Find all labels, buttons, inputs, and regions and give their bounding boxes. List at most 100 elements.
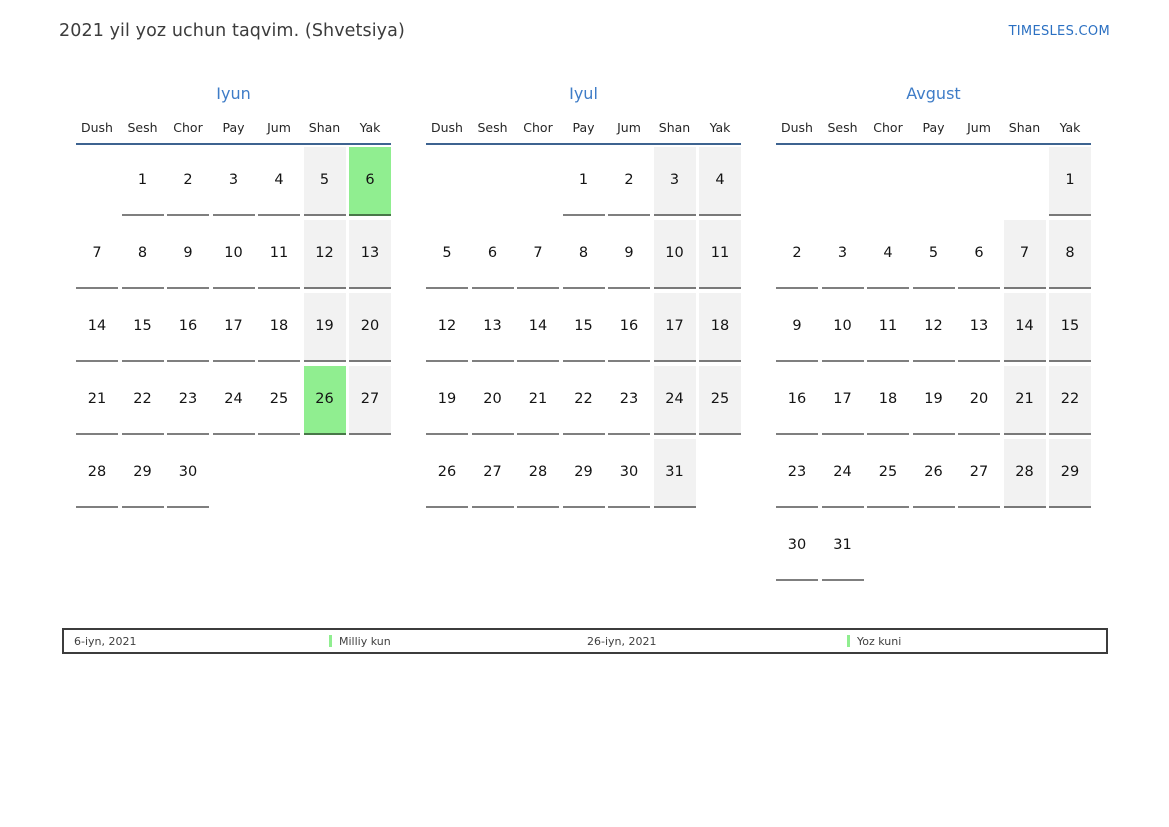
day-cell-avgust-11: 11 xyxy=(867,293,909,362)
week-row: 7 8 9 10 11 12 13 xyxy=(76,220,391,289)
empty-cell xyxy=(472,147,514,214)
day-cell-iyul-25: 25 xyxy=(699,366,741,435)
day-cell-avgust-26: 26 xyxy=(912,439,955,508)
empty-cell xyxy=(776,147,818,214)
day-cell-iyul-28: 28 xyxy=(517,439,559,508)
weeks-grid: 1 2 3 4 5 6 7 8 9 10 11 12 13 14 15 16 17 18 19 20 21 22 23 24 2… xyxy=(776,147,1091,581)
day-cell-iyun-25: 25 xyxy=(258,366,300,435)
weekday-label-chor: Chor xyxy=(873,120,903,135)
day-cell-avgust-18: 18 xyxy=(867,366,909,435)
day-cell-iyul-21: 21 xyxy=(517,366,559,435)
week-row: 16 17 18 19 20 21 22 xyxy=(776,366,1091,435)
day-cell-iyun-17: 17 xyxy=(212,293,255,362)
day-cell-avgust-12: 12 xyxy=(912,293,955,362)
day-cell-iyun-15: 15 xyxy=(121,293,164,362)
day-cell-iyun-11: 11 xyxy=(258,220,300,289)
day-cell-iyul-23: 23 xyxy=(608,366,650,435)
empty-cell xyxy=(426,147,468,214)
day-cell-avgust-8: 8 xyxy=(1049,220,1091,289)
day-cell-iyul-30: 30 xyxy=(608,439,650,508)
day-cell-iyul-3: 3 xyxy=(653,147,696,216)
day-cell-iyul-19: 19 xyxy=(426,366,468,435)
weekday-label-jum: Jum xyxy=(267,120,291,135)
weekday-label-sesh: Sesh xyxy=(827,120,858,135)
weekday-label-sesh: Sesh xyxy=(127,120,158,135)
day-cell-iyul-1: 1 xyxy=(562,147,605,216)
day-cell-iyul-24: 24 xyxy=(653,366,696,435)
weeks-grid: 1 2 3 4 5 6 7 8 9 10 11 12 13 14 15 16 17 18 19 20 21 22 23 24 2… xyxy=(76,147,391,508)
day-cell-avgust-3: 3 xyxy=(821,220,864,289)
day-cell-iyul-5: 5 xyxy=(426,220,468,289)
empty-cell xyxy=(258,439,300,506)
day-cell-avgust-17: 17 xyxy=(821,366,864,435)
day-cell-avgust-27: 27 xyxy=(958,439,1000,508)
day-cell-iyun-5: 5 xyxy=(303,147,346,216)
empty-cell xyxy=(913,512,955,579)
day-cell-avgust-4: 4 xyxy=(867,220,909,289)
empty-cell xyxy=(958,147,1000,214)
day-cell-iyun-24: 24 xyxy=(212,366,255,435)
day-cell-avgust-24: 24 xyxy=(821,439,864,508)
day-cell-avgust-2: 2 xyxy=(776,220,818,289)
day-cell-avgust-29: 29 xyxy=(1049,439,1091,508)
day-cell-iyul-14: 14 xyxy=(517,293,559,362)
day-cell-iyul-11: 11 xyxy=(699,220,741,289)
day-cell-iyul-8: 8 xyxy=(562,220,605,289)
day-cell-avgust-31: 31 xyxy=(821,512,864,581)
day-cell-avgust-7: 7 xyxy=(1003,220,1046,289)
week-row: 9 10 11 12 13 14 15 xyxy=(776,293,1091,362)
weekday-label-pay: Pay xyxy=(222,120,245,135)
weekday-label-jum: Jum xyxy=(967,120,991,135)
day-cell-iyul-27: 27 xyxy=(471,439,514,508)
day-cell-avgust-16: 16 xyxy=(776,366,818,435)
day-cell-iyun-26: 26 xyxy=(303,366,346,435)
empty-cell xyxy=(867,147,909,214)
empty-cell xyxy=(517,147,559,214)
weekday-label-pay: Pay xyxy=(572,120,595,135)
day-cell-avgust-14: 14 xyxy=(1003,293,1046,362)
day-cell-iyul-18: 18 xyxy=(699,293,741,362)
day-cell-iyun-10: 10 xyxy=(212,220,255,289)
week-row: 5 6 7 8 9 10 11 xyxy=(426,220,741,289)
empty-cell xyxy=(913,147,955,214)
day-cell-iyun-27: 27 xyxy=(349,366,391,435)
site-link[interactable]: TIMESLES.COM xyxy=(1008,24,1110,39)
day-cell-iyun-2: 2 xyxy=(167,147,209,216)
day-cell-avgust-23: 23 xyxy=(776,439,818,508)
day-cell-iyun-22: 22 xyxy=(121,366,164,435)
day-cell-avgust-6: 6 xyxy=(958,220,1000,289)
day-cell-avgust-13: 13 xyxy=(958,293,1000,362)
day-cell-iyul-7: 7 xyxy=(517,220,559,289)
week-row: 30 31 xyxy=(776,512,1091,581)
weekday-label-dush: Dush xyxy=(781,120,813,135)
day-cell-iyul-2: 2 xyxy=(608,147,650,216)
day-cell-iyul-20: 20 xyxy=(471,366,514,435)
legend-label-national-day: Milliy kun xyxy=(339,634,391,648)
day-cell-iyun-23: 23 xyxy=(167,366,209,435)
day-cell-avgust-20: 20 xyxy=(958,366,1000,435)
day-cell-iyun-1: 1 xyxy=(121,147,164,216)
empty-cell xyxy=(1004,512,1046,579)
day-cell-iyul-26: 26 xyxy=(426,439,468,508)
empty-cell xyxy=(867,512,909,579)
day-cell-iyun-14: 14 xyxy=(76,293,118,362)
weekday-label-chor: Chor xyxy=(523,120,553,135)
day-cell-avgust-1: 1 xyxy=(1049,147,1091,216)
weekday-label-shan: Shan xyxy=(308,120,341,135)
week-row: 1 xyxy=(776,147,1091,216)
weekday-label-dush: Dush xyxy=(81,120,113,135)
legend-box: 6-iyn, 2021 Milliy kun 26-iyn, 2021 Yoz … xyxy=(62,628,1108,654)
empty-cell xyxy=(958,512,1000,579)
day-cell-avgust-21: 21 xyxy=(1003,366,1046,435)
week-row: 23 24 25 26 27 28 29 xyxy=(776,439,1091,508)
empty-cell xyxy=(76,147,118,214)
weekday-label-yak: Yak xyxy=(1059,120,1081,135)
day-cell-iyul-4: 4 xyxy=(699,147,741,216)
legend-label-summer-day: Yoz kuni xyxy=(857,634,902,648)
week-row: 21 22 23 24 25 26 27 xyxy=(76,366,391,435)
weekday-label-yak: Yak xyxy=(709,120,731,135)
page-title: 2021 yil yoz uchun taqvim. (Shvetsiya) xyxy=(59,21,405,41)
